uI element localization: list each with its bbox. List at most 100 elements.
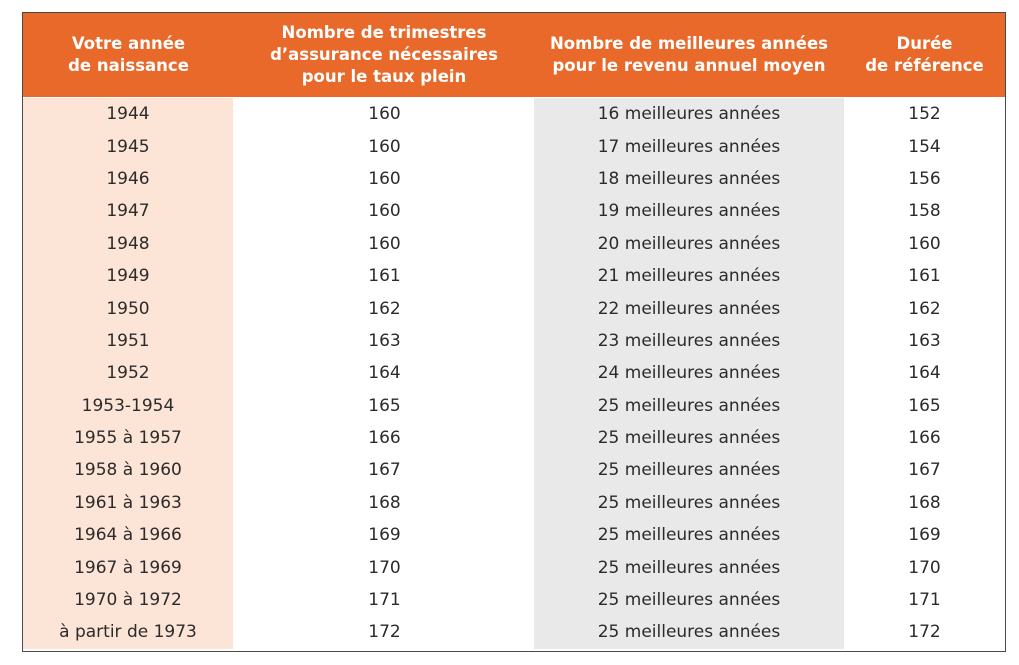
cell-best-years: 25 meilleures années (534, 616, 844, 649)
header-birth-year: Votre année de naissance (23, 13, 234, 98)
cell-required-quarters: 169 (234, 519, 534, 552)
cell-required-quarters: 162 (234, 292, 534, 325)
cell-required-quarters: 167 (234, 454, 534, 487)
cell-reference-duration: 166 (844, 421, 1005, 455)
header-best-years: Nombre de meilleures années pour le reve… (534, 13, 844, 98)
table-row: 1951 163 23 meilleures années 163 (23, 324, 1005, 358)
table-row: 1958 à 1960 167 25 meilleures années 167 (23, 454, 1005, 487)
table-row: 1967 à 1969 170 25 meilleures années 170 (23, 551, 1005, 584)
cell-required-quarters: 160 (234, 130, 534, 163)
cell-reference-duration: 156 (844, 162, 1005, 196)
cell-best-years: 19 meilleures années (534, 195, 844, 228)
cell-reference-duration: 169 (844, 519, 1005, 552)
header-line: de naissance (68, 56, 189, 75)
table-row: 1952 164 24 meilleures années 164 (23, 357, 1005, 390)
retirement-table: Votre année de naissance Nombre de trime… (23, 13, 1005, 649)
header-row: Votre année de naissance Nombre de trime… (23, 13, 1005, 98)
header-line: Durée (896, 34, 953, 53)
cell-birth-year: 1944 (23, 97, 235, 131)
table-row: 1946 160 18 meilleures années 156 (23, 162, 1005, 196)
cell-reference-duration: 152 (844, 97, 1005, 131)
cell-reference-duration: 164 (844, 357, 1005, 390)
cell-required-quarters: 170 (234, 551, 534, 584)
cell-best-years: 23 meilleures années (534, 324, 844, 358)
cell-birth-year: 1961 à 1963 (23, 486, 235, 520)
cell-best-years: 25 meilleures années (534, 583, 844, 617)
header-line: Votre année (71, 34, 186, 53)
cell-birth-year: 1953-1954 (23, 389, 235, 422)
cell-birth-year: 1948 (23, 227, 235, 260)
cell-best-years: 20 meilleures années (534, 227, 844, 260)
header-line: pour le taux plein (301, 67, 467, 86)
cell-required-quarters: 165 (234, 389, 534, 422)
table-row: 1955 à 1957 166 25 meilleures années 166 (23, 421, 1005, 455)
cell-reference-duration: 170 (844, 551, 1005, 584)
cell-birth-year: à partir de 1973 (23, 616, 235, 649)
header-line: pour le revenu annuel moyen (552, 56, 826, 75)
cell-reference-duration: 171 (844, 583, 1005, 617)
cell-best-years: 25 meilleures années (534, 486, 844, 520)
cell-birth-year: 1955 à 1957 (23, 421, 235, 455)
cell-required-quarters: 164 (234, 357, 534, 390)
cell-birth-year: 1952 (23, 357, 235, 390)
cell-reference-duration: 158 (844, 195, 1005, 228)
cell-birth-year: 1964 à 1966 (23, 519, 235, 552)
cell-reference-duration: 161 (844, 259, 1005, 293)
cell-birth-year: 1958 à 1960 (23, 454, 235, 487)
table-row: 1948 160 20 meilleures années 160 (23, 227, 1005, 260)
cell-birth-year: 1949 (23, 259, 235, 293)
table-row: 1949 161 21 meilleures années 161 (23, 259, 1005, 293)
cell-reference-duration: 162 (844, 292, 1005, 325)
cell-reference-duration: 163 (844, 324, 1005, 358)
cell-reference-duration: 165 (844, 389, 1005, 422)
cell-required-quarters: 160 (234, 162, 534, 196)
cell-best-years: 24 meilleures années (534, 357, 844, 390)
cell-birth-year: 1951 (23, 324, 235, 358)
cell-reference-duration: 154 (844, 130, 1005, 163)
cell-required-quarters: 160 (234, 227, 534, 260)
cell-required-quarters: 166 (234, 421, 534, 455)
cell-birth-year: 1970 à 1972 (23, 583, 235, 617)
cell-required-quarters: 160 (234, 195, 534, 228)
cell-required-quarters: 171 (234, 583, 534, 617)
table-body: 1944 160 16 meilleures années 152 1945 160 17 … (23, 97, 1005, 649)
cell-reference-duration: 160 (844, 227, 1005, 260)
cell-best-years: 17 meilleures années (534, 130, 844, 163)
cell-reference-duration: 168 (844, 486, 1005, 520)
table-header: Votre année de naissance Nombre de trime… (23, 13, 1005, 98)
cell-best-years: 22 meilleures années (534, 292, 844, 325)
cell-birth-year: 1967 à 1969 (23, 551, 235, 584)
cell-required-quarters: 172 (234, 616, 534, 649)
cell-birth-year: 1945 (23, 130, 235, 163)
table-row: 1961 à 1963 168 25 meilleures années 168 (23, 486, 1005, 520)
header-line: de référence (865, 56, 984, 75)
cell-best-years: 25 meilleures années (534, 551, 844, 584)
header-line: Nombre de meilleures années (550, 34, 828, 53)
cell-best-years: 21 meilleures années (534, 259, 844, 293)
cell-birth-year: 1950 (23, 292, 235, 325)
cell-best-years: 16 meilleures années (534, 97, 844, 131)
cell-required-quarters: 168 (234, 486, 534, 520)
table-row: 1953-1954 165 25 meilleures années 165 (23, 389, 1005, 422)
table-row: 1945 160 17 meilleures années 154 (23, 130, 1005, 163)
cell-birth-year: 1947 (23, 195, 235, 228)
table-row: 1950 162 22 meilleures années 162 (23, 292, 1005, 325)
table-row: 1970 à 1972 171 25 meilleures années 171 (23, 583, 1005, 617)
cell-best-years: 25 meilleures années (534, 389, 844, 422)
header-line: Nombre de trimestres (281, 23, 487, 42)
cell-best-years: 25 meilleures années (534, 454, 844, 487)
table-row: 1944 160 16 meilleures années 152 (23, 97, 1005, 131)
cell-required-quarters: 163 (234, 324, 534, 358)
table-row: 1947 160 19 meilleures années 158 (23, 195, 1005, 228)
cell-required-quarters: 161 (234, 259, 534, 293)
table-row: à partir de 1973 172 25 meilleures années 1… (23, 616, 1005, 649)
retirement-table-container: Votre année de naissance Nombre de trime… (22, 12, 1006, 652)
header-line: d’assurance nécessaires (270, 45, 498, 64)
cell-best-years: 25 meilleures années (534, 421, 844, 455)
cell-best-years: 25 meilleures années (534, 519, 844, 552)
table-row: 1964 à 1966 169 25 meilleures années 169 (23, 519, 1005, 552)
cell-reference-duration: 167 (844, 454, 1005, 487)
cell-required-quarters: 160 (234, 97, 534, 131)
header-reference-duration: Durée de référence (844, 13, 1005, 98)
cell-best-years: 18 meilleures années (534, 162, 844, 196)
